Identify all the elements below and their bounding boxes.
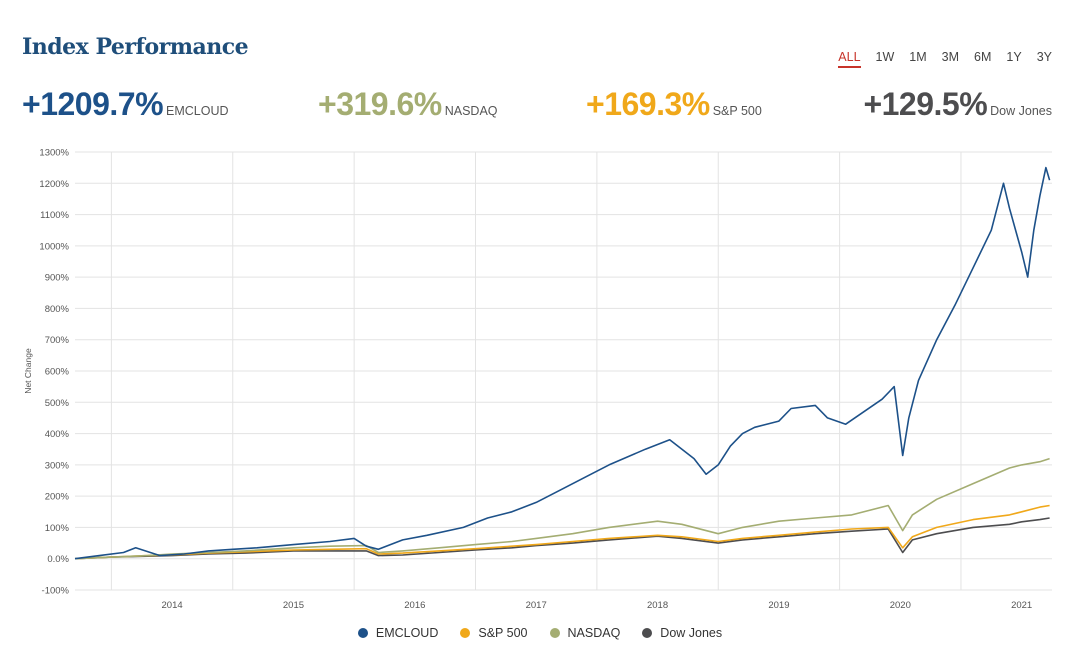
legend-dot-icon: [460, 628, 471, 638]
range-3y-button[interactable]: 3Y: [1036, 50, 1052, 64]
y-axis-label: Net Change: [23, 348, 33, 394]
stat-s-p-500: +169.3% S&P 500: [586, 86, 762, 123]
stat-value: +169.3%: [586, 86, 710, 122]
x-tick-label: 2018: [647, 600, 668, 611]
stat-emcloud: +1209.7% EMCLOUD: [22, 86, 229, 123]
line-chart: -100% 0.0% 100% 200% 300% 400% 500% 600% 700% 800…: [23, 148, 1052, 611]
y-tick-label: 400%: [45, 429, 70, 440]
stat-label: EMCLOUD: [166, 104, 229, 118]
range-1w-button[interactable]: 1W: [875, 50, 895, 64]
y-tick-label: 800%: [45, 304, 70, 315]
y-tick-label: 100%: [45, 523, 70, 534]
y-tick-label: 200%: [45, 492, 70, 503]
stat-value: +129.5%: [863, 86, 988, 122]
x-tick-label: 2019: [768, 600, 789, 611]
legend-label: S&P 500: [478, 626, 528, 640]
y-tick-label: 600%: [45, 367, 70, 378]
legend-label: Dow Jones: [660, 626, 723, 640]
range-6m-button[interactable]: 6M: [974, 50, 992, 64]
range-3m-button[interactable]: 3M: [941, 50, 960, 64]
x-tick-label: 2015: [283, 600, 304, 611]
y-tick-label: 1300%: [39, 148, 69, 159]
range-1y-button[interactable]: 1Y: [1006, 50, 1022, 64]
legend-label: NASDAQ: [567, 626, 621, 640]
stat-dow-jones: +129.5% Dow Jones: [863, 86, 1052, 123]
x-tick-label: 2016: [404, 600, 425, 611]
legend-dot-icon: [549, 628, 560, 638]
legend-item-nasdaq[interactable]: NASDAQ: [549, 626, 621, 640]
legend-item-dow-jones[interactable]: Dow Jones: [642, 626, 722, 640]
summary-stats: +1209.7% EMCLOUD +319.6% NASDAQ +169.3% S&P 5…: [22, 86, 1052, 130]
series-line-s-p-500: [74, 504, 1050, 560]
time-range-selector: ALL 1W 1M 3M 6M 1Y 3Y: [838, 50, 1052, 68]
series-line-dow-jones: [74, 517, 1050, 560]
y-tick-label: -100%: [42, 586, 70, 597]
stat-value: +1209.7%: [22, 86, 164, 122]
y-tick-label: 0.0%: [47, 554, 69, 565]
y-tick-label: 1000%: [39, 241, 69, 252]
x-tick-label: 2014: [162, 600, 183, 611]
legend-dot-icon: [357, 628, 368, 638]
stat-nasdaq: +319.6% NASDAQ: [318, 86, 498, 123]
y-tick-label: 900%: [45, 273, 70, 284]
series-line-emcloud: [74, 166, 1051, 560]
legend-item-s-p-500[interactable]: S&P 500: [460, 626, 528, 640]
y-tick-label: 500%: [45, 398, 70, 409]
range-1m-button[interactable]: 1M: [909, 50, 927, 64]
stat-label: NASDAQ: [444, 104, 498, 118]
stat-label: Dow Jones: [990, 104, 1052, 118]
legend-item-emcloud[interactable]: EMCLOUD: [357, 626, 439, 640]
y-tick-label: 1200%: [39, 179, 69, 190]
y-tick-label: 700%: [45, 335, 70, 346]
legend-dot-icon: [642, 628, 653, 638]
x-tick-label: 2020: [890, 600, 911, 611]
page-title: Index Performance: [22, 34, 249, 60]
y-tick-label: 300%: [45, 460, 70, 471]
x-tick-label: 2021: [1011, 600, 1032, 611]
chart-legend: EMCLOUD S&P 500 NASDAQ Dow Jones: [0, 626, 1080, 640]
y-tick-label: 1100%: [40, 210, 69, 221]
stat-value: +319.6%: [318, 86, 442, 122]
series-line-nasdaq: [74, 457, 1050, 560]
x-tick-label: 2017: [526, 600, 547, 611]
range-all-button[interactable]: ALL: [838, 50, 861, 68]
legend-label: EMCLOUD: [375, 626, 439, 640]
stat-label: S&P 500: [712, 104, 762, 118]
